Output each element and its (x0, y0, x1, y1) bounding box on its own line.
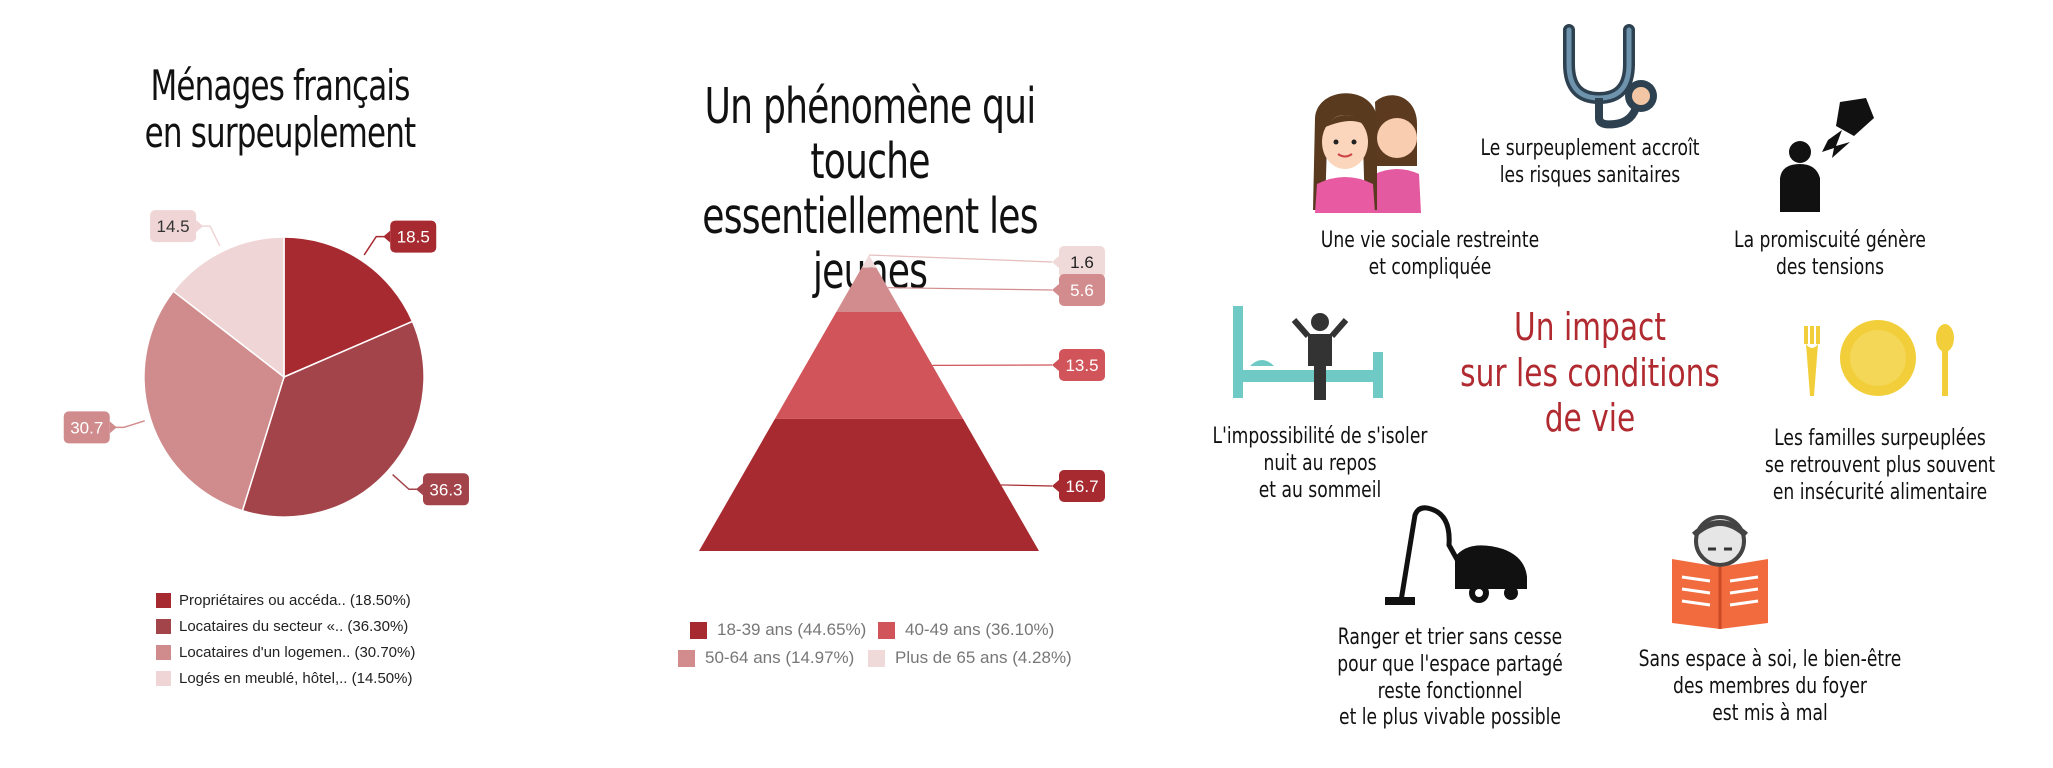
stethoscope-icon (1563, 24, 1657, 129)
pie-leader-line-4 (200, 225, 221, 247)
pyramid-data-label-3-box (1059, 274, 1105, 306)
pie-data-label-4-text: 14.5 (157, 217, 190, 236)
legend-label: Locataires du secteur «.. (36.30%) (179, 617, 409, 635)
legend-label: Plus de 65 ans (4.28%) (895, 648, 1072, 667)
pie-legend: Propriétaires ou accéda.. (18.50%) Locata… (156, 587, 415, 691)
pyramid-legend-item: 50-64 ans (14.97%) (678, 648, 854, 668)
legend-swatch (156, 592, 171, 608)
pyramid-data-label-4: 1.6 (1052, 246, 1105, 278)
legend-swatch (878, 621, 895, 639)
pyramid-leader-line-3 (887, 287, 1053, 291)
pie-slice-2 (241, 320, 425, 518)
pie-legend-item: Locataires d'un logemen.. (30.70%) (156, 639, 415, 665)
legend-label: Logés en meublé, hôtel,.. (14.50%) (179, 669, 413, 687)
legend-swatch (156, 670, 171, 686)
pie-data-label-3-box (63, 411, 110, 444)
pyramid-band-2 (774, 311, 964, 419)
pie-slice-1 (283, 236, 414, 379)
caption-isolation: L'impossibilité de s'isoler nuit au repo… (1212, 424, 1428, 503)
vacuum-cleaner-icon (1385, 505, 1527, 605)
pyramid-band-1 (699, 418, 1039, 551)
impact-title: Un impact sur les conditions de vie (1460, 305, 1720, 441)
pie-data-label-1-box (390, 220, 437, 253)
pie-slice-3 (143, 290, 285, 512)
pie-legend-item: Propriétaires ou accéda.. (18.50%) (156, 587, 415, 613)
pie-data-label-4-box (150, 210, 197, 243)
pyramid-chart-title: Un phénomène qui touche essentiellement … (702, 78, 1038, 298)
bed-person-icon (1233, 306, 1383, 400)
pie-leader-line-3 (113, 420, 145, 429)
pyramid-legend-item: 18-39 ans (44.65%) (690, 620, 866, 640)
pie-data-label-3-pointer (109, 421, 117, 434)
pie-data-label-1: 18.5 (383, 220, 437, 253)
conflict-icon (1780, 98, 1874, 212)
legend-label: Propriétaires ou accéda.. (18.50%) (179, 591, 411, 609)
caption-food-insecurity: Les familles surpeuplées se retrouvent p… (1764, 426, 1996, 505)
pie-data-label-2-box (422, 473, 469, 506)
pyramid-data-label-3: 5.6 (1052, 274, 1105, 306)
pie-data-label-4-pointer (196, 220, 204, 233)
pyramid-band-3 (836, 267, 902, 312)
pie-data-label-2-pointer (415, 483, 423, 496)
plate-cutlery-icon (1804, 320, 1954, 396)
charts-canvas: 18.5 36.3 30.7 14.5 1.6 5.6 13.5 16.7 (63, 210, 1105, 551)
caption-health-risks: Le surpeuplement accroît les risques san… (1480, 136, 1700, 188)
pyramid-leader-line-1 (1001, 484, 1053, 487)
pie-data-label-3-text: 30.7 (70, 418, 103, 437)
caption-personal-space: Sans espace à soi, le bien-être des memb… (1638, 647, 1902, 726)
pie-data-label-3: 30.7 (63, 411, 117, 444)
legend-swatch (156, 618, 171, 634)
pyramid-data-label-1: 16.7 (1052, 470, 1105, 502)
pie-leader-line-2 (392, 474, 419, 491)
family-icon (1313, 93, 1421, 213)
pie-data-label-1-text: 18.5 (397, 228, 430, 247)
legend-swatch (678, 649, 695, 667)
pyramid-data-label-1-box (1059, 470, 1105, 502)
pie-data-label-4: 14.5 (150, 210, 204, 243)
caption-tidying: Ranger et trier sans cesse pour que l'es… (1337, 625, 1563, 731)
pyramid-data-label-1-text: 16.7 (1065, 477, 1098, 496)
pyramid-legend-item: 40-49 ans (36.10%) (878, 620, 1054, 640)
pyramid-data-label-2: 13.5 (1052, 349, 1105, 381)
legend-label: 50-64 ans (14.97%) (705, 648, 855, 667)
pyramid-data-label-1-pointer (1052, 480, 1059, 492)
pie-data-label-2-text: 36.3 (429, 480, 462, 499)
pyramid-data-label-4-box (1059, 246, 1105, 278)
pyramid-data-label-4-pointer (1052, 256, 1059, 268)
legend-swatch (690, 621, 707, 639)
pie-data-label-2: 36.3 (415, 473, 469, 506)
legend-label: 40-49 ans (36.10%) (905, 620, 1055, 639)
legend-label: 18-39 ans (44.65%) (717, 620, 867, 639)
legend-swatch (156, 644, 171, 660)
pie-chart-title: Ménages français en surpeuplement (144, 61, 417, 158)
pyramid-data-label-3-pointer (1052, 284, 1059, 296)
caption-social-life: Une vie sociale restreinte et compliquée (1320, 228, 1540, 280)
legend-label: Locataires d'un logemen.. (30.70%) (179, 643, 416, 661)
pyramid-data-label-4-text: 1.6 (1070, 253, 1094, 272)
pie-data-label-1-pointer (383, 230, 391, 243)
pyramid-data-label-2-pointer (1052, 359, 1059, 371)
caption-tensions: La promiscuité génère des tensions (1734, 228, 1926, 280)
pyramid-legend-item: Plus de 65 ans (4.28%) (868, 648, 1072, 668)
pyramid-leader-line-4 (868, 254, 1053, 263)
pyramid-data-label-2-box (1059, 349, 1105, 381)
pyramid-legend: 18-39 ans (44.65%) 40-49 ans (36.10%) 50-6… (678, 620, 1110, 680)
legend-swatch (868, 649, 885, 667)
pie-leader-line-1 (363, 235, 387, 256)
pie-slice-4 (172, 236, 285, 379)
reading-person-icon (1672, 515, 1768, 629)
pie-legend-item: Logés en meublé, hôtel,.. (14.50%) (156, 665, 415, 691)
pyramid-data-label-3-text: 5.6 (1070, 281, 1094, 300)
pyramid-data-label-2-text: 13.5 (1065, 356, 1098, 375)
pie-legend-item: Locataires du secteur «.. (36.30%) (156, 613, 415, 639)
pyramid-band-4 (861, 255, 877, 268)
